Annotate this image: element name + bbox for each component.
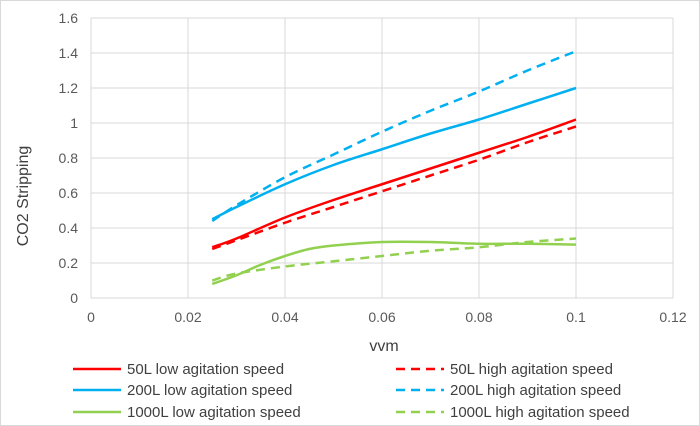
y-tick-label: 0.8 (59, 150, 79, 166)
y-tick-label: 1.2 (59, 80, 79, 96)
series-line-200l-high-agitation-speed (211, 50, 577, 223)
y-axis-title: CO2 Stripping (15, 146, 32, 247)
series-line-50l-high-agitation-speed (211, 125, 577, 251)
legend-label-1000l-low-agitation-speed: 1000L low agitation speed (127, 404, 301, 421)
y-tick-label: 1.6 (59, 10, 79, 26)
y-tick-label: 1.4 (59, 45, 79, 61)
x-tick-label: 0.04 (271, 309, 298, 325)
y-tick-label: 0 (70, 290, 78, 306)
x-tick-label: 0.12 (659, 309, 686, 325)
y-tick-label: 0.4 (59, 220, 79, 236)
legend-label-50l-high-agitation-speed: 50L high agitation speed (450, 361, 613, 378)
y-tick-label: 0.2 (59, 255, 79, 271)
x-tick-label: 0.06 (368, 309, 395, 325)
legend-label-200l-high-agitation-speed: 200L high agitation speed (450, 382, 621, 399)
y-tick-label: 1 (70, 115, 78, 131)
legend-label-200l-low-agitation-speed: 200L low agitation speed (127, 382, 292, 399)
gridlines (90, 17, 674, 299)
x-tick-label: 0.08 (465, 309, 492, 325)
series-line-200l-low-agitation-speed (211, 86, 577, 221)
x-tick-label: 0 (87, 309, 95, 325)
series-lines (211, 50, 577, 286)
x-tick-label: 0.1 (566, 309, 586, 325)
series-line-1000l-low-agitation-speed (211, 240, 577, 286)
x-tick-label: 0.02 (174, 309, 201, 325)
x-axis-title: vvm (369, 338, 398, 355)
series-line-1000l-high-agitation-speed (211, 237, 577, 282)
legend-label-1000l-high-agitation-speed: 1000L high agitation speed (450, 404, 630, 421)
legend-label-50l-low-agitation-speed: 50L low agitation speed (127, 361, 284, 378)
y-axis-ticks: 0 0.2 0.4 0.6 0.8 1 1.2 1.4 1.6 (59, 10, 79, 306)
series-line-50l-low-agitation-speed (211, 118, 577, 249)
x-axis-ticks: 0 0.02 0.04 0.06 0.08 0.1 0.12 (87, 309, 687, 325)
y-tick-label: 0.6 (59, 185, 79, 201)
legend: 50L low agitation speed 50L high agitatio… (73, 361, 630, 421)
